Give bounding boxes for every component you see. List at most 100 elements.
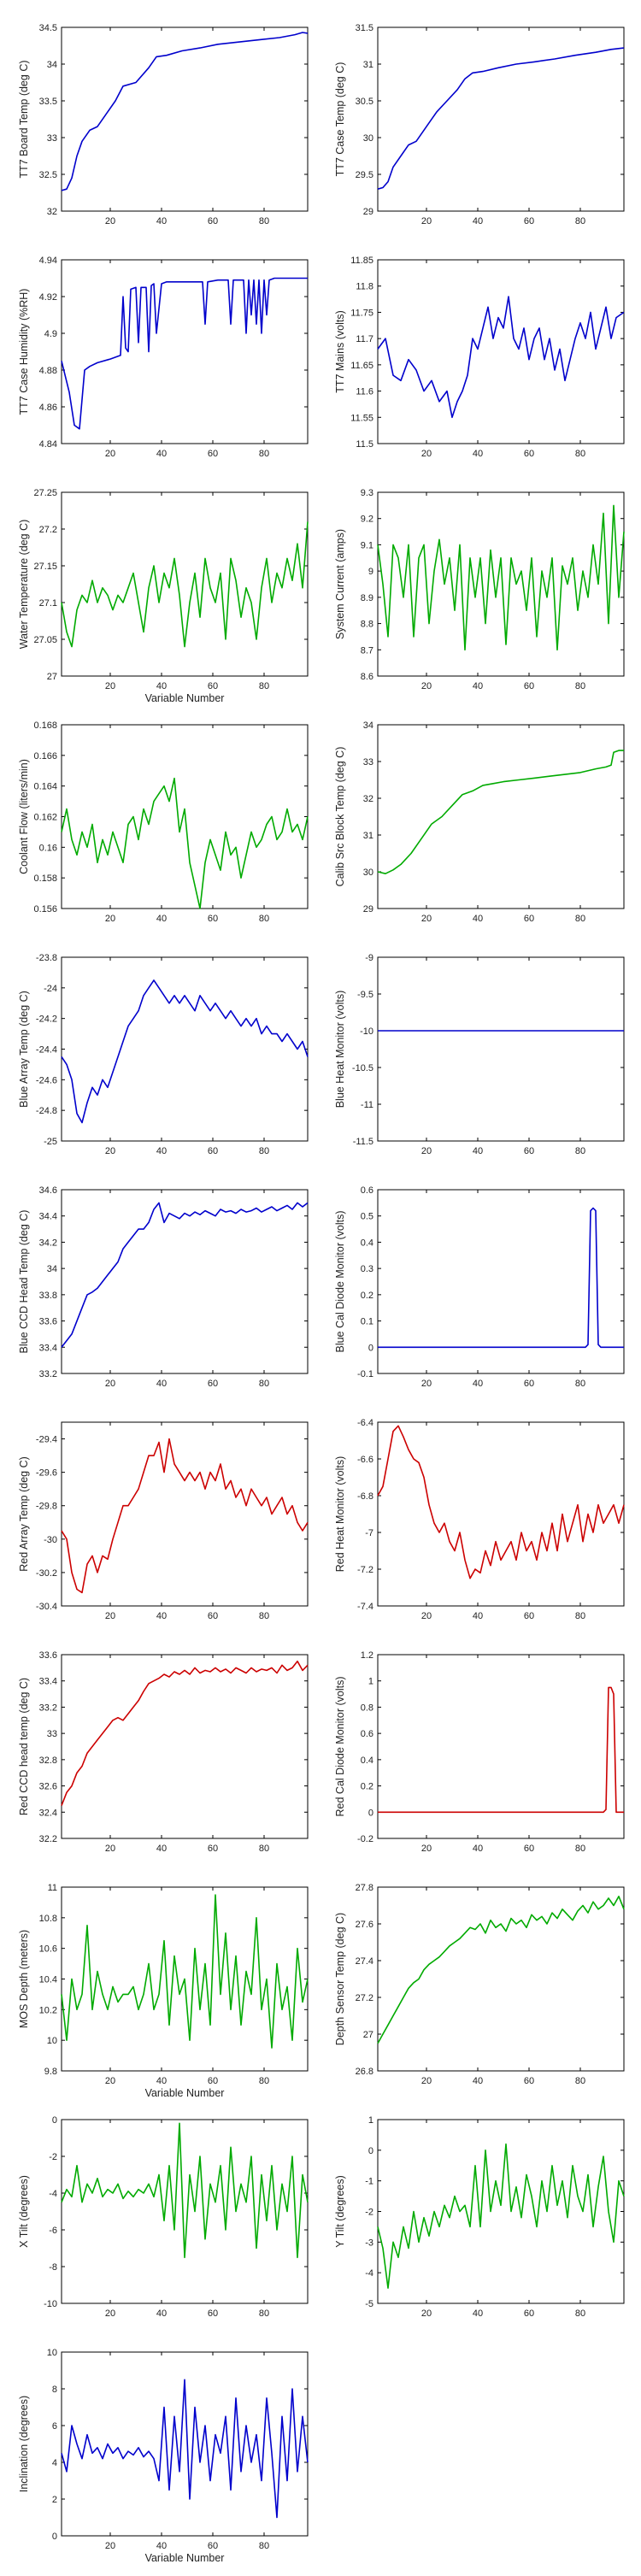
- y-tick-label: 33.4: [39, 1343, 57, 1353]
- y-tick-label: -24.2: [36, 1015, 57, 1025]
- series-line: [377, 750, 624, 874]
- y-tick-label: 33.5: [39, 97, 57, 107]
- y-tick-label: -3: [365, 2238, 373, 2248]
- y-tick-label: 34.6: [39, 1185, 57, 1196]
- y-tick-label: 1.2: [361, 1650, 373, 1661]
- y-axis-label: X Tilt (degrees): [18, 2175, 30, 2248]
- plot-frame: [377, 956, 625, 1142]
- y-axis-label: Blue Array Temp (deg C): [18, 991, 30, 1108]
- chart-svg: 20 40 60 80 -7.4 -7.2 -7 -6.8 -6.6 -6.4 Red Heat M…: [334, 1418, 625, 1621]
- y-tick-label: 33.2: [39, 1369, 57, 1379]
- x-tick-label: 40: [473, 1146, 483, 1156]
- y-tick-label: 8.6: [361, 672, 373, 682]
- chart-svg: 20 40 60 80 32 32.5 33 33.5 34 34.5 TT7 Board Temp…: [18, 23, 309, 226]
- x-tick-label: 80: [259, 2541, 269, 2551]
- x-tick-label: 60: [524, 1379, 534, 1389]
- y-tick-label: -7: [365, 1528, 373, 1538]
- x-tick-label: 80: [259, 914, 269, 924]
- y-axis-label: MOS Depth (meters): [18, 1930, 30, 2028]
- y-tick-label: 32.6: [39, 1782, 57, 1792]
- chart-panel: 20 40 60 80 -30.4 -30.2 -30 -29.8 -29.6 -29.4 Red …: [0, 1414, 320, 1646]
- x-tick-label: 80: [575, 681, 585, 691]
- x-tick-label: 80: [575, 1379, 585, 1389]
- y-tick-label: 0.166: [33, 751, 57, 762]
- y-tick-label: 11.55: [350, 413, 373, 423]
- chart-svg: 20 40 60 80 9.8 10 10.2 10.4 10.6 10.8 11 MOS Depth…: [18, 1883, 309, 2099]
- plot-frame: [61, 2119, 309, 2304]
- chart-panel: 20 40 60 80 -0.2 0 0.2 0.4 0.6 0.8 1 1.2 Red Cal Dio…: [316, 1646, 637, 1879]
- x-tick-label: 20: [421, 449, 432, 459]
- chart-svg: 20 40 60 80 29 29.5 30 30.5 31 31.5 TT7 Case Temp …: [334, 23, 625, 226]
- y-tick-label: 10.8: [39, 1914, 57, 1924]
- y-tick-label: 27: [47, 672, 57, 682]
- x-tick-label: 40: [473, 1611, 483, 1621]
- x-tick-label: 20: [105, 216, 115, 226]
- chart-panel: 20 40 60 80 33.2 33.4 33.6 33.8 34 34.2 34.4 34.6 Bl…: [0, 1181, 320, 1414]
- plot-frame: [61, 491, 309, 677]
- series-line: [378, 1207, 624, 1349]
- y-tick-label: 11.5: [356, 439, 373, 450]
- y-tick-label: 11: [48, 1883, 57, 1893]
- y-tick-label: 6: [52, 2421, 57, 2432]
- chart-svg: 20 40 60 80 11.5 11.55 11.6 11.65 11.7 11.75 11.8 1…: [334, 256, 625, 459]
- y-tick-label: 29: [363, 904, 373, 915]
- y-tick-label: 33.8: [39, 1291, 57, 1301]
- y-tick-label: -24.8: [36, 1106, 57, 1116]
- x-tick-label: 60: [524, 1146, 534, 1156]
- y-tick-label: 1: [368, 2115, 373, 2126]
- x-tick-label: 40: [156, 1146, 167, 1156]
- y-tick-label: 0: [368, 1808, 373, 1818]
- chart-svg: 20 40 60 80 -11.5 -11 -10.5 -10 -9.5 -9 Blue Heat …: [334, 953, 625, 1156]
- series-line: [61, 2122, 309, 2259]
- y-tick-label: 27: [363, 2030, 373, 2040]
- y-tick-label: 0.3: [361, 1264, 373, 1274]
- y-tick-label: 31: [363, 60, 373, 70]
- series-line: [61, 277, 308, 430]
- x-tick-label: 40: [473, 914, 483, 924]
- x-tick-label: 60: [208, 216, 218, 226]
- x-tick-label: 60: [524, 2308, 534, 2319]
- y-tick-label: 4.9: [44, 329, 57, 339]
- y-tick-label: 27.1: [39, 598, 57, 609]
- series-line: [61, 1438, 309, 1594]
- series-line: [61, 1660, 309, 1806]
- y-tick-label: 30.5: [356, 97, 373, 107]
- plot-frame: [377, 259, 625, 444]
- plot-frame: [377, 26, 625, 212]
- series-line: [61, 2379, 309, 2519]
- chart-panel: 20 40 60 80 0 2 4 6 8 10 Inclination (degrees) Vari…: [0, 2344, 320, 2576]
- series-line: [61, 777, 309, 909]
- x-tick-label: 80: [575, 2076, 585, 2086]
- y-tick-label: 10.4: [39, 1975, 57, 1985]
- y-tick-label: 30: [363, 867, 373, 878]
- x-tick-label: 60: [208, 1611, 218, 1621]
- x-tick-label: 20: [105, 914, 115, 924]
- series-line: [378, 1686, 624, 1814]
- chart-svg: 20 40 60 80 8.6 8.7 8.8 8.9 9 9.1 9.2 9.3 System Cur…: [334, 488, 625, 691]
- x-tick-label: 20: [421, 1379, 432, 1389]
- y-tick-label: 27.6: [356, 1920, 373, 1930]
- chart-svg: 20 40 60 80 29 30 31 32 33 34 Calib Src Block Temp…: [334, 720, 625, 924]
- series-line: [377, 1895, 625, 2044]
- y-tick-label: 1: [368, 1677, 373, 1687]
- y-tick-label: 0: [52, 2115, 57, 2126]
- x-tick-label: 20: [105, 1611, 115, 1621]
- y-tick-label: 34: [47, 1264, 57, 1274]
- y-tick-label: 32.5: [39, 170, 57, 180]
- y-tick-label: 34.4: [39, 1212, 57, 1222]
- y-tick-label: 0.6: [361, 1729, 373, 1739]
- y-tick-label: 0.2: [361, 1291, 373, 1301]
- x-tick-label: 40: [156, 449, 167, 459]
- x-tick-label: 80: [575, 1611, 585, 1621]
- chart-panel: 20 40 60 80 -10 -8 -6 -4 -2 0 X Tilt (degrees): [0, 2111, 320, 2344]
- x-tick-label: 80: [575, 2308, 585, 2319]
- y-tick-label: 0: [368, 2146, 373, 2156]
- y-tick-label: 29: [363, 207, 373, 217]
- y-axis-label: Blue CCD Head Temp (deg C): [18, 1210, 30, 1354]
- x-tick-label: 60: [208, 449, 218, 459]
- x-tick-label: 40: [473, 1379, 483, 1389]
- x-tick-label: 80: [259, 1146, 269, 1156]
- plot-frame: [61, 724, 309, 909]
- chart-svg: 20 40 60 80 -30.4 -30.2 -30 -29.8 -29.6 -29.4 Red …: [18, 1421, 309, 1621]
- y-tick-label: 29.5: [356, 170, 373, 180]
